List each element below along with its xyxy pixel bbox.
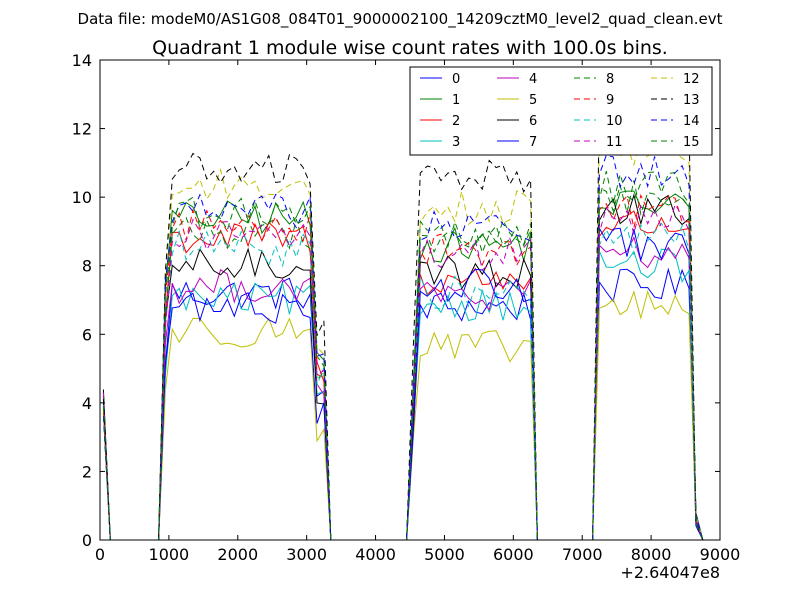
series-layer — [102, 92, 704, 541]
legend-label: 1 — [452, 93, 460, 108]
x-tick-label: 9000 — [700, 545, 741, 564]
legend-label: 9 — [606, 93, 614, 108]
y-tick-label: 10 — [72, 188, 92, 207]
legend-label: 7 — [529, 135, 537, 150]
legend-label: 13 — [683, 93, 700, 108]
series-line-6 — [102, 193, 704, 541]
x-tick-label: 7000 — [562, 545, 603, 564]
x-tick-label: 4000 — [355, 545, 396, 564]
series-line-9 — [102, 193, 704, 541]
y-tick-label: 4 — [82, 394, 92, 413]
series-line-4 — [102, 236, 704, 541]
legend-label: 3 — [452, 135, 460, 150]
series-line-11 — [102, 203, 704, 541]
legend-label: 12 — [683, 72, 700, 87]
series-line-8 — [102, 180, 704, 541]
legend-label: 11 — [606, 135, 623, 150]
x-tick-label: 0 — [95, 545, 105, 564]
chart-title: Quadrant 1 module wise count rates with … — [152, 37, 668, 59]
x-tick-label: 6000 — [493, 545, 534, 564]
series-line-5 — [102, 289, 704, 541]
series-line-15 — [102, 170, 704, 541]
x-tick-labels: 0 1000 2000 3000 4000 5000 6000 7000 8000 9000 — [95, 545, 740, 564]
y-tick-label: 14 — [72, 51, 92, 70]
data-file-label: Data file: modeM0/AS1G08_084T01_90000021… — [78, 10, 723, 29]
x-tick-label: 8000 — [631, 545, 672, 564]
y-tick-label: 0 — [82, 531, 92, 550]
y-tick-label: 6 — [82, 325, 92, 344]
legend-label: 6 — [529, 114, 537, 129]
y-tick-label: 8 — [82, 257, 92, 276]
legend-label: 14 — [683, 114, 700, 129]
legend-label: 8 — [606, 72, 614, 87]
x-tick-label: 3000 — [286, 545, 327, 564]
legend-label: 15 — [683, 135, 700, 150]
legend-label: 0 — [452, 72, 460, 87]
axis-ticks — [99, 59, 721, 541]
legend-box — [409, 66, 713, 156]
series-line-12 — [102, 134, 704, 541]
series-line-13 — [102, 92, 704, 541]
plot-frame — [99, 59, 721, 541]
x-offset-label: +2.64047e8 — [620, 563, 720, 582]
legend-label: 4 — [529, 72, 537, 87]
x-tick-label: 5000 — [424, 545, 465, 564]
legend-label: 10 — [606, 114, 623, 129]
x-tick-label: 2000 — [217, 545, 258, 564]
x-tick-label: 1000 — [149, 545, 190, 564]
series-line-0 — [102, 267, 704, 541]
y-tick-label: 12 — [72, 120, 92, 139]
series-line-10 — [102, 222, 704, 541]
series-line-2 — [102, 210, 704, 541]
y-tick-label: 2 — [82, 462, 92, 481]
legend-label: 5 — [529, 93, 537, 108]
y-tick-labels: 0 2 4 6 8 10 12 14 — [72, 51, 92, 550]
legend-label: 2 — [452, 114, 460, 129]
series-line-14 — [102, 154, 704, 541]
series-line-7 — [102, 226, 704, 541]
